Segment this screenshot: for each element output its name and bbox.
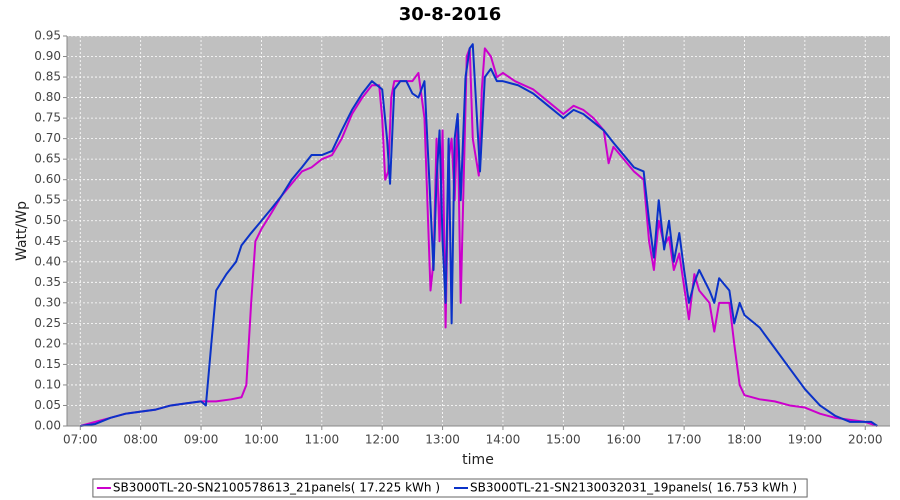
y-tick-label: 0.50 — [34, 213, 61, 227]
y-tick-label: 0.70 — [34, 131, 61, 145]
y-tick-label: 0.65 — [34, 152, 61, 166]
y-tick-label: 0.90 — [34, 49, 61, 63]
y-tick-label: 0.95 — [34, 29, 61, 43]
y-tick-label: 0.45 — [34, 234, 61, 248]
legend-label: SB3000TL-21-SN2130032031_19panels( 16.75… — [470, 481, 797, 495]
series-line — [80, 47, 878, 427]
x-tick-label: 15:00 — [546, 433, 581, 447]
x-tick-label: 07:00 — [63, 433, 98, 447]
lines — [80, 43, 878, 427]
x-tick-label: 13:00 — [425, 433, 460, 447]
y-tick-label: 0.05 — [34, 398, 61, 412]
grid: 0.00 0.05 0.10 0.15 0.20 0.25 0.30 0.35 0.40 0.45… — [34, 29, 890, 447]
y-tick-label: 0.75 — [34, 111, 61, 125]
x-axis-label: time — [462, 452, 494, 468]
y-tick-label: 0.00 — [34, 419, 61, 433]
x-tick-label: 08:00 — [123, 433, 158, 447]
x-tick-label: 20:00 — [848, 433, 883, 447]
y-tick-label: 0.30 — [34, 295, 61, 309]
y-axis-label: Watt/Wp — [14, 201, 30, 261]
x-tick-label: 14:00 — [486, 433, 521, 447]
legend: SB3000TL-20-SN2100578613_21panels( 17.22… — [92, 478, 808, 498]
series-line — [80, 43, 878, 427]
x-tick-label: 12:00 — [365, 433, 400, 447]
y-tick-label: 0.15 — [34, 357, 61, 371]
chart-title: 30-8-2016 — [399, 4, 502, 25]
x-tick-label: 09:00 — [184, 433, 219, 447]
legend-box — [92, 478, 808, 498]
plot-area — [67, 36, 890, 426]
x-tick-label: 10:00 — [244, 433, 279, 447]
x-tick-label: 17:00 — [667, 433, 702, 447]
y-tick-label: 0.20 — [34, 336, 61, 350]
y-tick-label: 0.80 — [34, 90, 61, 104]
x-tick-label: 11:00 — [305, 433, 340, 447]
y-tick-label: 0.35 — [34, 275, 61, 289]
legend-label: SB3000TL-20-SN2100578613_21panels( 17.22… — [113, 481, 440, 495]
x-tick-label: 18:00 — [727, 433, 762, 447]
x-tick-label: 19:00 — [788, 433, 823, 447]
y-tick-label: 0.55 — [34, 193, 61, 207]
y-tick-label: 0.85 — [34, 70, 61, 84]
x-tick-label: 16:00 — [606, 433, 641, 447]
y-tick-label: 0.60 — [34, 172, 61, 186]
y-tick-label: 0.25 — [34, 316, 61, 330]
y-tick-label: 0.40 — [34, 254, 61, 268]
y-tick-label: 0.10 — [34, 377, 61, 391]
